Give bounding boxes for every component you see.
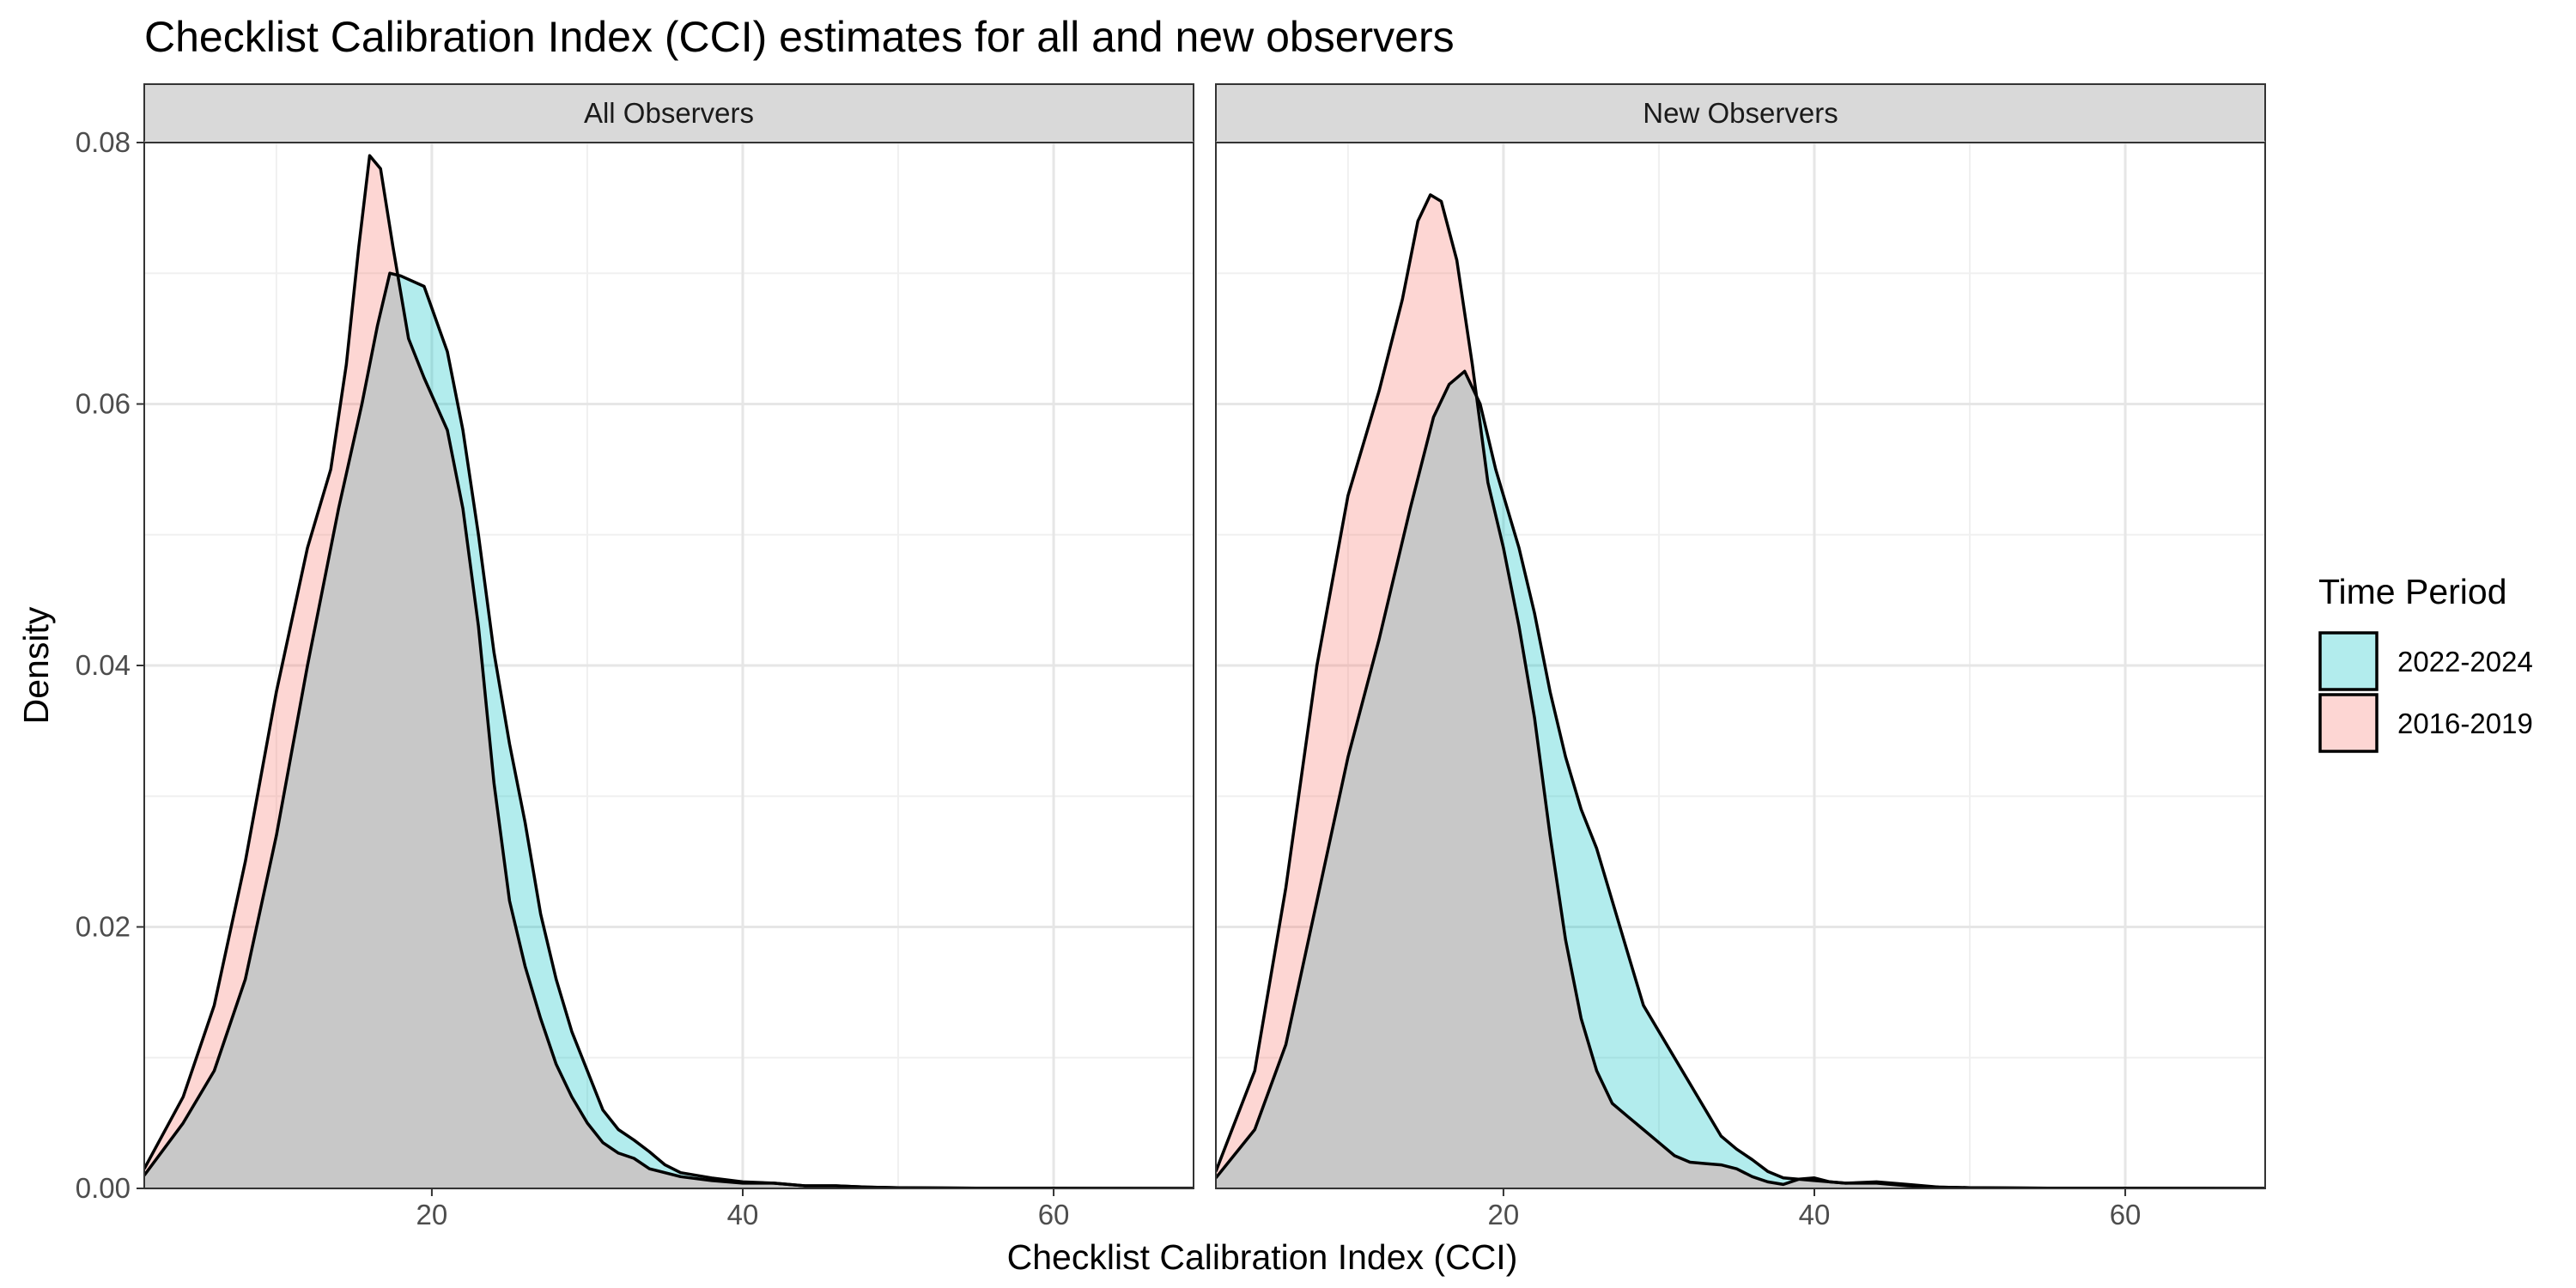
chart-title: Checklist Calibration Index (CCI) estima…: [144, 13, 1455, 61]
facet-panels: All Observers New Observers: [143, 83, 2266, 1190]
legend-key-2016-2019: [2318, 693, 2379, 753]
x-tick-label: 20: [1488, 1199, 1520, 1230]
x-tick-label: 40: [1799, 1199, 1831, 1230]
panel-all-observers: All Observers: [143, 83, 1194, 1190]
y-axis: 0.00 0.02 0.04 0.06 0.08: [76, 126, 144, 1204]
facet-strip-label: All Observers: [584, 97, 754, 129]
y-axis-title: Density: [16, 606, 56, 724]
x-axis-title: Checklist Calibration Index (CCI): [1007, 1237, 1518, 1277]
density-line-2016-2019: [144, 154, 1194, 1188]
facet-strip-label: New Observers: [1643, 97, 1838, 129]
legend-key-2022-2024: [2318, 631, 2379, 691]
y-tick-label: 0.02: [76, 911, 131, 943]
y-tick-label: 0.00: [76, 1172, 131, 1204]
legend-label: 2022-2024: [2397, 646, 2533, 677]
facet-strip: [143, 83, 1194, 143]
density-areas: [144, 154, 1194, 1188]
legend-label: 2016-2019: [2397, 708, 2533, 739]
legend-title: Time Period: [2318, 572, 2507, 611]
x-tick-label: 40: [727, 1199, 759, 1230]
x-tick-label: 20: [416, 1199, 448, 1230]
density-areas: [1216, 193, 2265, 1188]
y-tick-label: 0.08: [76, 126, 131, 158]
panel-border: [1215, 142, 2266, 1189]
density-line-2016-2019: [1216, 193, 2265, 1188]
x-tick-label: 60: [2110, 1199, 2142, 1230]
x-axes: 20 40 60 20 40 60: [416, 1188, 2142, 1230]
x-tick-label: 60: [1038, 1199, 1070, 1230]
density-overlap: [144, 273, 1194, 1188]
density-overlap: [1216, 371, 2265, 1188]
panel-new-observers: New Observers: [1215, 83, 2266, 1190]
legend: Time Period 2022-2024 2016-2019: [2318, 572, 2533, 753]
facet-strip: [1215, 83, 2266, 143]
y-tick-label: 0.04: [76, 649, 131, 681]
y-tick-label: 0.06: [76, 388, 131, 420]
